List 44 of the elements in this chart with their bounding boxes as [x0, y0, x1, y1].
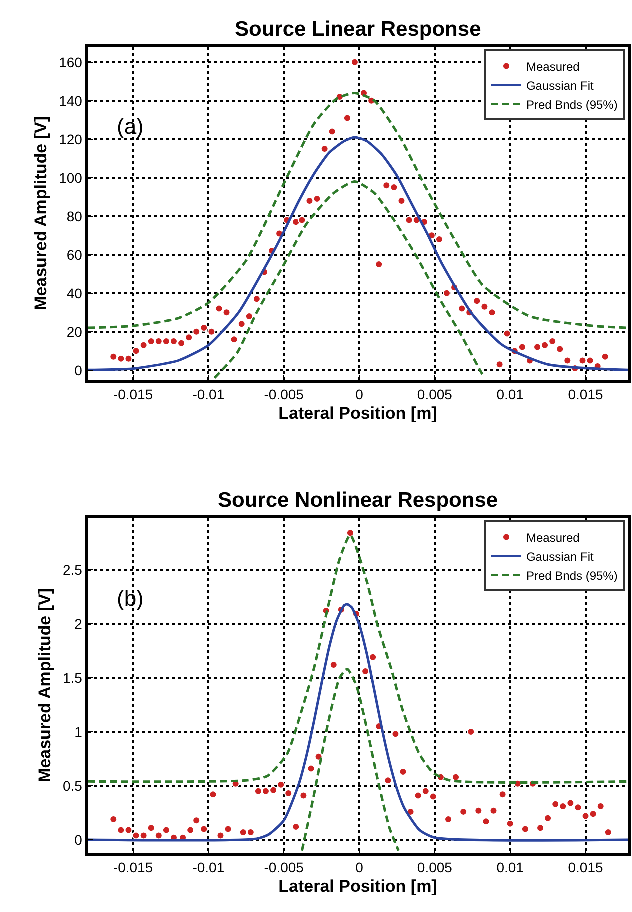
y-axis-title: Measured Amplitude [V]: [32, 116, 51, 310]
line-series: [88, 92, 628, 330]
x-axis-title: Lateral Position [m]: [278, 876, 438, 896]
legend-label: Gaussian Fit: [526, 78, 594, 93]
y-tick-label: 0: [74, 362, 83, 378]
x-tick-label: 0.005: [417, 386, 453, 403]
x-tick-label: -0.005: [264, 860, 304, 876]
x-tick-label: -0.01: [192, 386, 225, 403]
y-tick-label: 160: [59, 54, 83, 70]
y-tick-label: 2.5: [62, 562, 83, 578]
y-tick-label: 0.5: [62, 778, 83, 794]
x-tick-label: -0.005: [264, 386, 304, 403]
legend-label: Pred Bnds (95%): [526, 98, 618, 112]
y-tick-label: 2: [74, 616, 83, 632]
legend-label: Measured: [526, 530, 580, 545]
x-tick-label: 0.015: [568, 860, 604, 876]
x-tick-label: 0.01: [496, 386, 524, 403]
line-series: [300, 668, 400, 852]
y-tick-label: 1.5: [62, 670, 83, 686]
legend-label: Gaussian Fit: [526, 550, 594, 564]
x-tick-label: 0.01: [496, 860, 524, 876]
chart-title: Source Linear Response: [235, 18, 482, 41]
legend-label: Pred Bnds (95%): [526, 568, 618, 583]
x-tick-label: 0.015: [568, 386, 604, 403]
line-series: [213, 180, 486, 380]
legend-label: Measured: [526, 60, 580, 74]
y-tick-label: 20: [66, 324, 83, 340]
x-tick-label: -0.01: [192, 860, 225, 876]
y-tick-label: 60: [66, 246, 83, 263]
y-tick-label: 140: [59, 92, 83, 109]
y-tick-label: 0: [74, 832, 83, 848]
x-axis-title: Lateral Position [m]: [278, 404, 438, 423]
y-axis-title: Measured Amplitude [V]: [36, 588, 55, 782]
y-tick-label: 120: [59, 131, 83, 148]
chart-title: Source Nonlinear Response: [218, 489, 498, 512]
x-tick-label: 0: [356, 386, 364, 403]
x-tick-label: -0.015: [113, 386, 154, 403]
y-tick-label: 1: [74, 724, 83, 740]
x-tick-label: 0: [356, 860, 364, 876]
x-tick-label: 0.005: [417, 860, 453, 876]
y-tick-label: 100: [59, 170, 83, 186]
y-tick-label: 40: [66, 285, 83, 302]
x-tick-label: -0.015: [113, 860, 154, 876]
y-tick-label: 80: [66, 208, 83, 224]
